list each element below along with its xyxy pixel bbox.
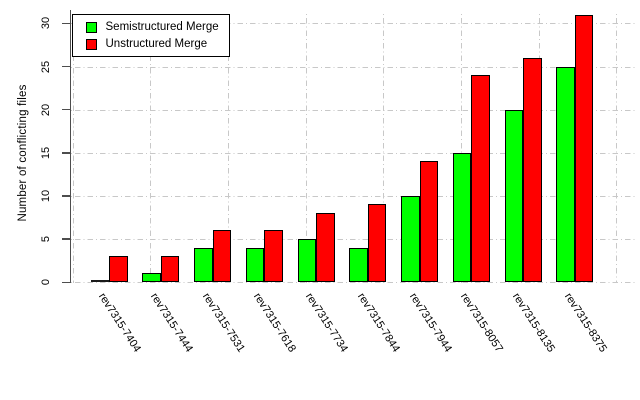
y-tick-mark bbox=[62, 152, 70, 154]
h-gridline bbox=[71, 152, 637, 154]
y-axis-title: Number of conflicting files bbox=[17, 84, 29, 222]
y-tick-mark bbox=[62, 66, 70, 68]
y-tick-label: 20 bbox=[40, 103, 52, 116]
bar-unstructured-rev7315-7444 bbox=[160, 256, 180, 282]
h-gridline bbox=[71, 238, 637, 240]
y-tick-label: 25 bbox=[40, 60, 52, 73]
bar-semistructured-rev7315-7444 bbox=[142, 273, 161, 282]
x-axis-label: rev7315-7444 bbox=[147, 291, 195, 355]
h-gridline bbox=[71, 109, 637, 111]
bar-unstructured-rev7315-7404 bbox=[109, 256, 128, 282]
v-gridline bbox=[228, 14, 230, 283]
y-tick-label: 10 bbox=[40, 189, 52, 202]
bar-semistructured-rev7315-7734 bbox=[297, 238, 317, 282]
legend-item-unstructured: Unstructured Merge bbox=[85, 38, 229, 51]
bar-semistructured-rev7315-7531 bbox=[194, 247, 213, 282]
x-axis-label: rev7315-8135 bbox=[510, 291, 558, 355]
legend-swatch-green bbox=[85, 21, 97, 33]
v-gridline bbox=[461, 14, 463, 283]
y-tick-label: 5 bbox=[40, 235, 52, 242]
legend-swatch-red bbox=[85, 38, 97, 50]
v-gridline bbox=[616, 14, 618, 283]
y-tick-mark bbox=[62, 195, 70, 197]
y-axis-line bbox=[70, 10, 72, 283]
bar-semistructured-rev7315-7618 bbox=[245, 247, 265, 282]
v-gridline bbox=[72, 14, 74, 283]
bar-unstructured-rev7315-7944 bbox=[419, 161, 439, 282]
h-gridline bbox=[71, 23, 637, 25]
bar-unstructured-rev7315-7734 bbox=[316, 213, 335, 282]
x-axis-label: rev7315-7531 bbox=[199, 291, 247, 355]
bar-semistructured-rev7315-7404 bbox=[90, 280, 110, 282]
v-gridline bbox=[305, 14, 307, 283]
x-axis-label: rev7315-8375 bbox=[561, 291, 609, 355]
x-axis-label: rev7315-7844 bbox=[354, 291, 402, 355]
bar-unstructured-rev7315-8057 bbox=[471, 75, 490, 282]
legend: Semistructured Merge Unstructured Merge bbox=[71, 14, 230, 57]
x-axis-label: rev7315-8057 bbox=[458, 291, 506, 355]
x-axis-label: rev7315-7944 bbox=[406, 291, 454, 355]
x-axis-label: rev7315-7618 bbox=[251, 291, 299, 355]
y-tick-label: 15 bbox=[40, 146, 52, 159]
bar-unstructured-rev7315-7844 bbox=[367, 204, 387, 282]
bar-unstructured-rev7315-8135 bbox=[523, 57, 542, 282]
v-gridline bbox=[150, 14, 152, 283]
bar-semistructured-rev7315-7844 bbox=[349, 247, 368, 282]
bar-semistructured-rev7315-7944 bbox=[401, 195, 420, 282]
bar-semistructured-rev7315-8375 bbox=[556, 66, 575, 282]
y-tick-label: 30 bbox=[40, 17, 52, 30]
legend-label-unstructured: Unstructured Merge bbox=[105, 38, 208, 50]
x-axis-label: rev7315-7404 bbox=[96, 291, 144, 355]
bar-semistructured-rev7315-8057 bbox=[452, 152, 472, 282]
y-tick-mark bbox=[62, 281, 70, 283]
x-axis-label: rev7315-7734 bbox=[303, 291, 351, 355]
h-gridline bbox=[71, 66, 637, 68]
bar-semistructured-rev7315-8135 bbox=[504, 109, 524, 282]
bar-unstructured-rev7315-8375 bbox=[574, 14, 594, 282]
y-tick-mark bbox=[62, 109, 70, 111]
h-gridline bbox=[71, 195, 637, 197]
legend-label-semistructured: Semistructured Merge bbox=[105, 21, 219, 33]
y-tick-mark bbox=[62, 238, 70, 240]
y-tick-mark bbox=[62, 22, 70, 25]
bar-unstructured-rev7315-7618 bbox=[264, 230, 283, 282]
v-gridline bbox=[383, 14, 385, 283]
h-gridline bbox=[71, 282, 637, 283]
bar-unstructured-rev7315-7531 bbox=[212, 230, 232, 282]
y-tick-label: 0 bbox=[40, 278, 52, 286]
legend-item-semistructured: Semistructured Merge bbox=[85, 21, 229, 34]
